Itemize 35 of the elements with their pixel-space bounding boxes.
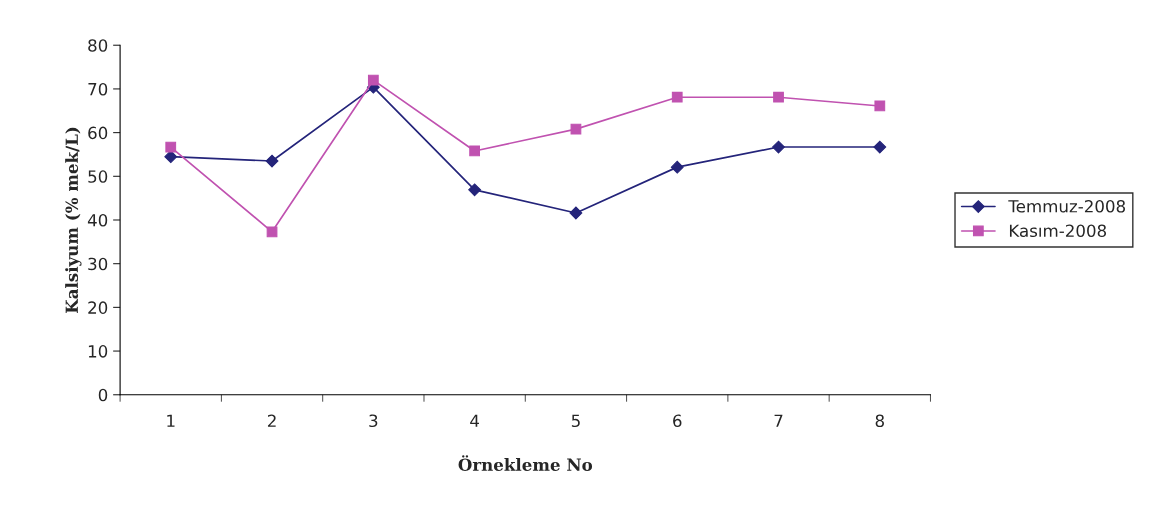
y-tick-label: 50 [88,170,108,183]
point [773,91,784,103]
x-tick-label: 8 [875,414,884,428]
point [266,226,278,238]
y-tick-label: 60 [88,126,108,140]
point [569,206,583,220]
point [164,150,178,164]
point [671,91,683,103]
y-tick-label: 30 [88,257,108,271]
point [165,141,177,153]
x-tick-label: 7 [774,414,783,427]
x-tick-label: 2 [267,414,276,427]
x-tick-label: 4 [470,414,479,427]
y-tick-label: 20 [88,301,108,314]
legend-label: Kasım-2008 [1009,224,1107,238]
point [874,100,886,112]
x-tick-label: 3 [369,414,378,428]
point [873,140,887,154]
x-tick-label: 1 [167,414,175,427]
x-tick-label: 6 [673,414,682,428]
point [670,160,684,174]
x-axis-title: Örnekleme No [458,455,593,472]
point [367,74,379,86]
point [468,183,482,197]
point [772,140,785,154]
x-tick-label: 5 [571,414,580,428]
y-tick-label: 0 [98,388,108,402]
legend-label: Temmuz-2008 [1008,199,1126,213]
y-tick-label: 10 [88,345,108,358]
y-tick-label: 40 [87,213,108,227]
y-tick-label: 80 [88,39,108,52]
y-tick-label: 70 [88,82,108,96]
y-axis-title: Kalsiyum (% mek/L) [65,127,82,313]
point [469,145,481,157]
point [265,154,279,168]
